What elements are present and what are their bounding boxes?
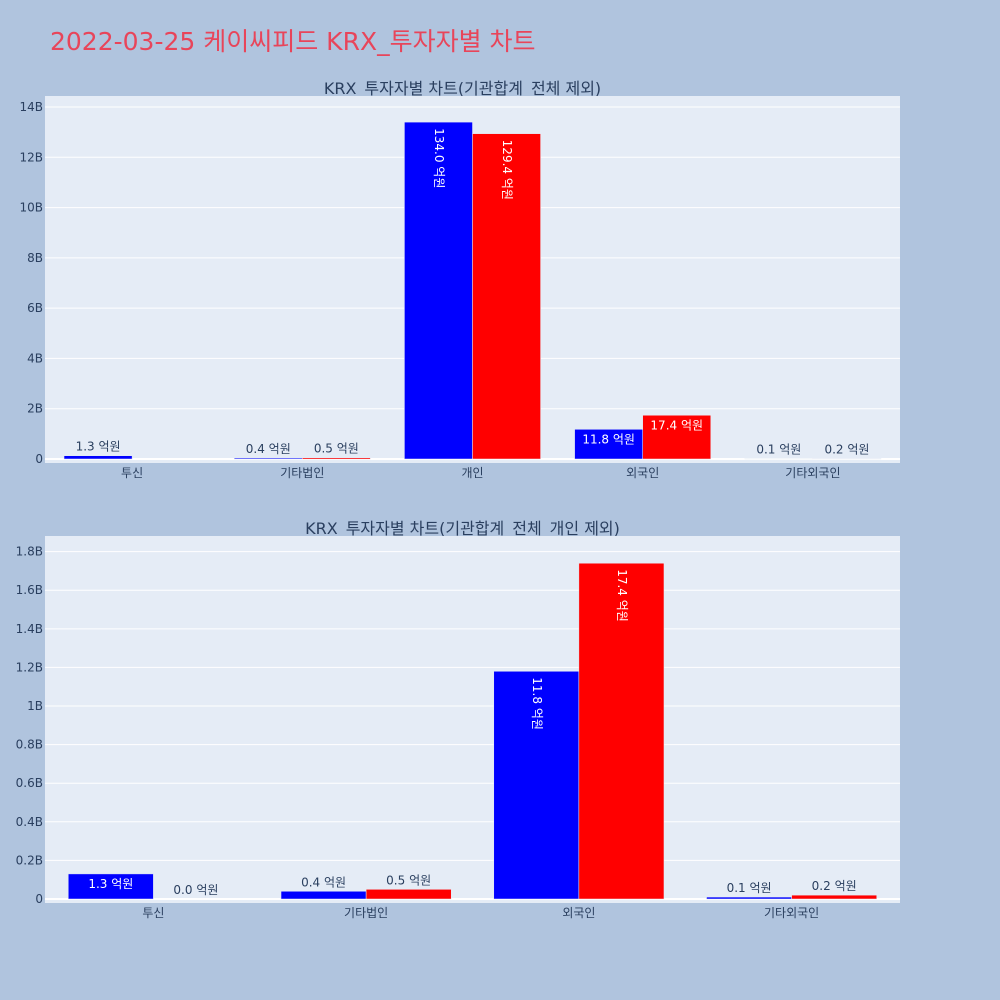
x-tick-label: 기타외국인: [785, 466, 840, 480]
bar: [578, 562, 665, 900]
bar: [706, 896, 792, 900]
x-tick-label: 투신: [142, 906, 164, 920]
x-tick-label: 외국인: [562, 906, 595, 920]
bar: [574, 429, 643, 460]
x-tick-label: 외국인: [626, 466, 659, 480]
data-label: 17.4 억원: [650, 418, 703, 432]
plot-area: [45, 536, 900, 903]
y-tick-label: 6B: [27, 301, 43, 315]
bar: [302, 457, 371, 460]
investor-chart-excl-individual: KRX_투자자별 차트(기관합계_전체_개인 제외) 0 0.2B 0.4B 0.6B 0…: [16, 519, 900, 920]
data-label: 0.2 억원: [812, 879, 857, 893]
bar: [233, 457, 303, 460]
x-tick-label: 기타법인: [280, 466, 324, 480]
chart-title: KRX_투자자별 차트(기관합계_전체 제외): [324, 79, 601, 99]
bar: [472, 133, 541, 460]
bar: [493, 671, 580, 900]
y-tick-label: 0.6B: [16, 776, 43, 790]
y-tick-label: 0.2B: [16, 853, 43, 867]
x-tick-label: 기타법인: [344, 906, 388, 920]
investor-chart-all: KRX_투자자별 차트(기관합계_전체 제외) 0 2B 4B 6B 8B 10B 12B 14…: [19, 79, 900, 480]
bar: [68, 873, 154, 900]
data-label: 11.8 억원: [530, 677, 544, 730]
bar: [812, 458, 882, 460]
chart-title: KRX_투자자별 차트(기관합계_전체_개인 제외): [305, 519, 620, 539]
y-tick-label: 0.8B: [16, 738, 43, 752]
y-tick-label: 10B: [19, 201, 43, 215]
data-label: 0.5 억원: [386, 873, 431, 887]
x-tick-label: 투신: [121, 466, 143, 480]
data-label: 0.5 억원: [314, 442, 359, 456]
y-tick-label: 1.4B: [16, 622, 43, 636]
y-tick-label: 0: [35, 452, 43, 466]
y-tick-label: 1.8B: [16, 545, 43, 559]
y-tick-label: 12B: [19, 150, 43, 164]
y-tick-label: 2B: [27, 402, 43, 416]
y-tick-label: 8B: [27, 251, 43, 265]
data-label: 0.2 억원: [824, 442, 869, 456]
data-label: 129.4 억원: [500, 140, 514, 200]
y-tick-label: 1B: [27, 699, 43, 713]
y-tick-label: 1.2B: [16, 660, 43, 674]
data-label: 1.3 억원: [76, 440, 121, 454]
data-label: 0.4 억원: [246, 442, 291, 456]
y-tick-label: 4B: [27, 351, 43, 365]
x-tick-label: 개인: [461, 466, 483, 480]
y-tick-label: 1.6B: [16, 583, 43, 597]
data-label: 0.1 억원: [756, 443, 801, 457]
data-label: 0.0 억원: [173, 883, 218, 897]
data-label: 134.0 억원: [432, 128, 446, 188]
bar: [404, 121, 473, 460]
y-tick-label: 0.4B: [16, 815, 43, 829]
data-label: 0.4 억원: [301, 875, 346, 889]
bar: [63, 455, 133, 460]
x-tick-label: 기타외국인: [764, 906, 819, 920]
y-tick-label: 14B: [19, 100, 43, 114]
data-label: 1.3 억원: [88, 877, 133, 891]
y-tick-label: 0: [35, 892, 43, 906]
bar: [365, 889, 452, 900]
bar: [791, 894, 877, 900]
bar: [642, 415, 712, 460]
page-title: 2022-03-25 케이씨피드 KRX_투자자별 차트: [50, 27, 536, 56]
bar: [280, 891, 367, 900]
data-label: 11.8 억원: [582, 432, 635, 446]
data-label: 0.1 억원: [727, 881, 772, 895]
data-label: 17.4 억원: [615, 569, 629, 622]
